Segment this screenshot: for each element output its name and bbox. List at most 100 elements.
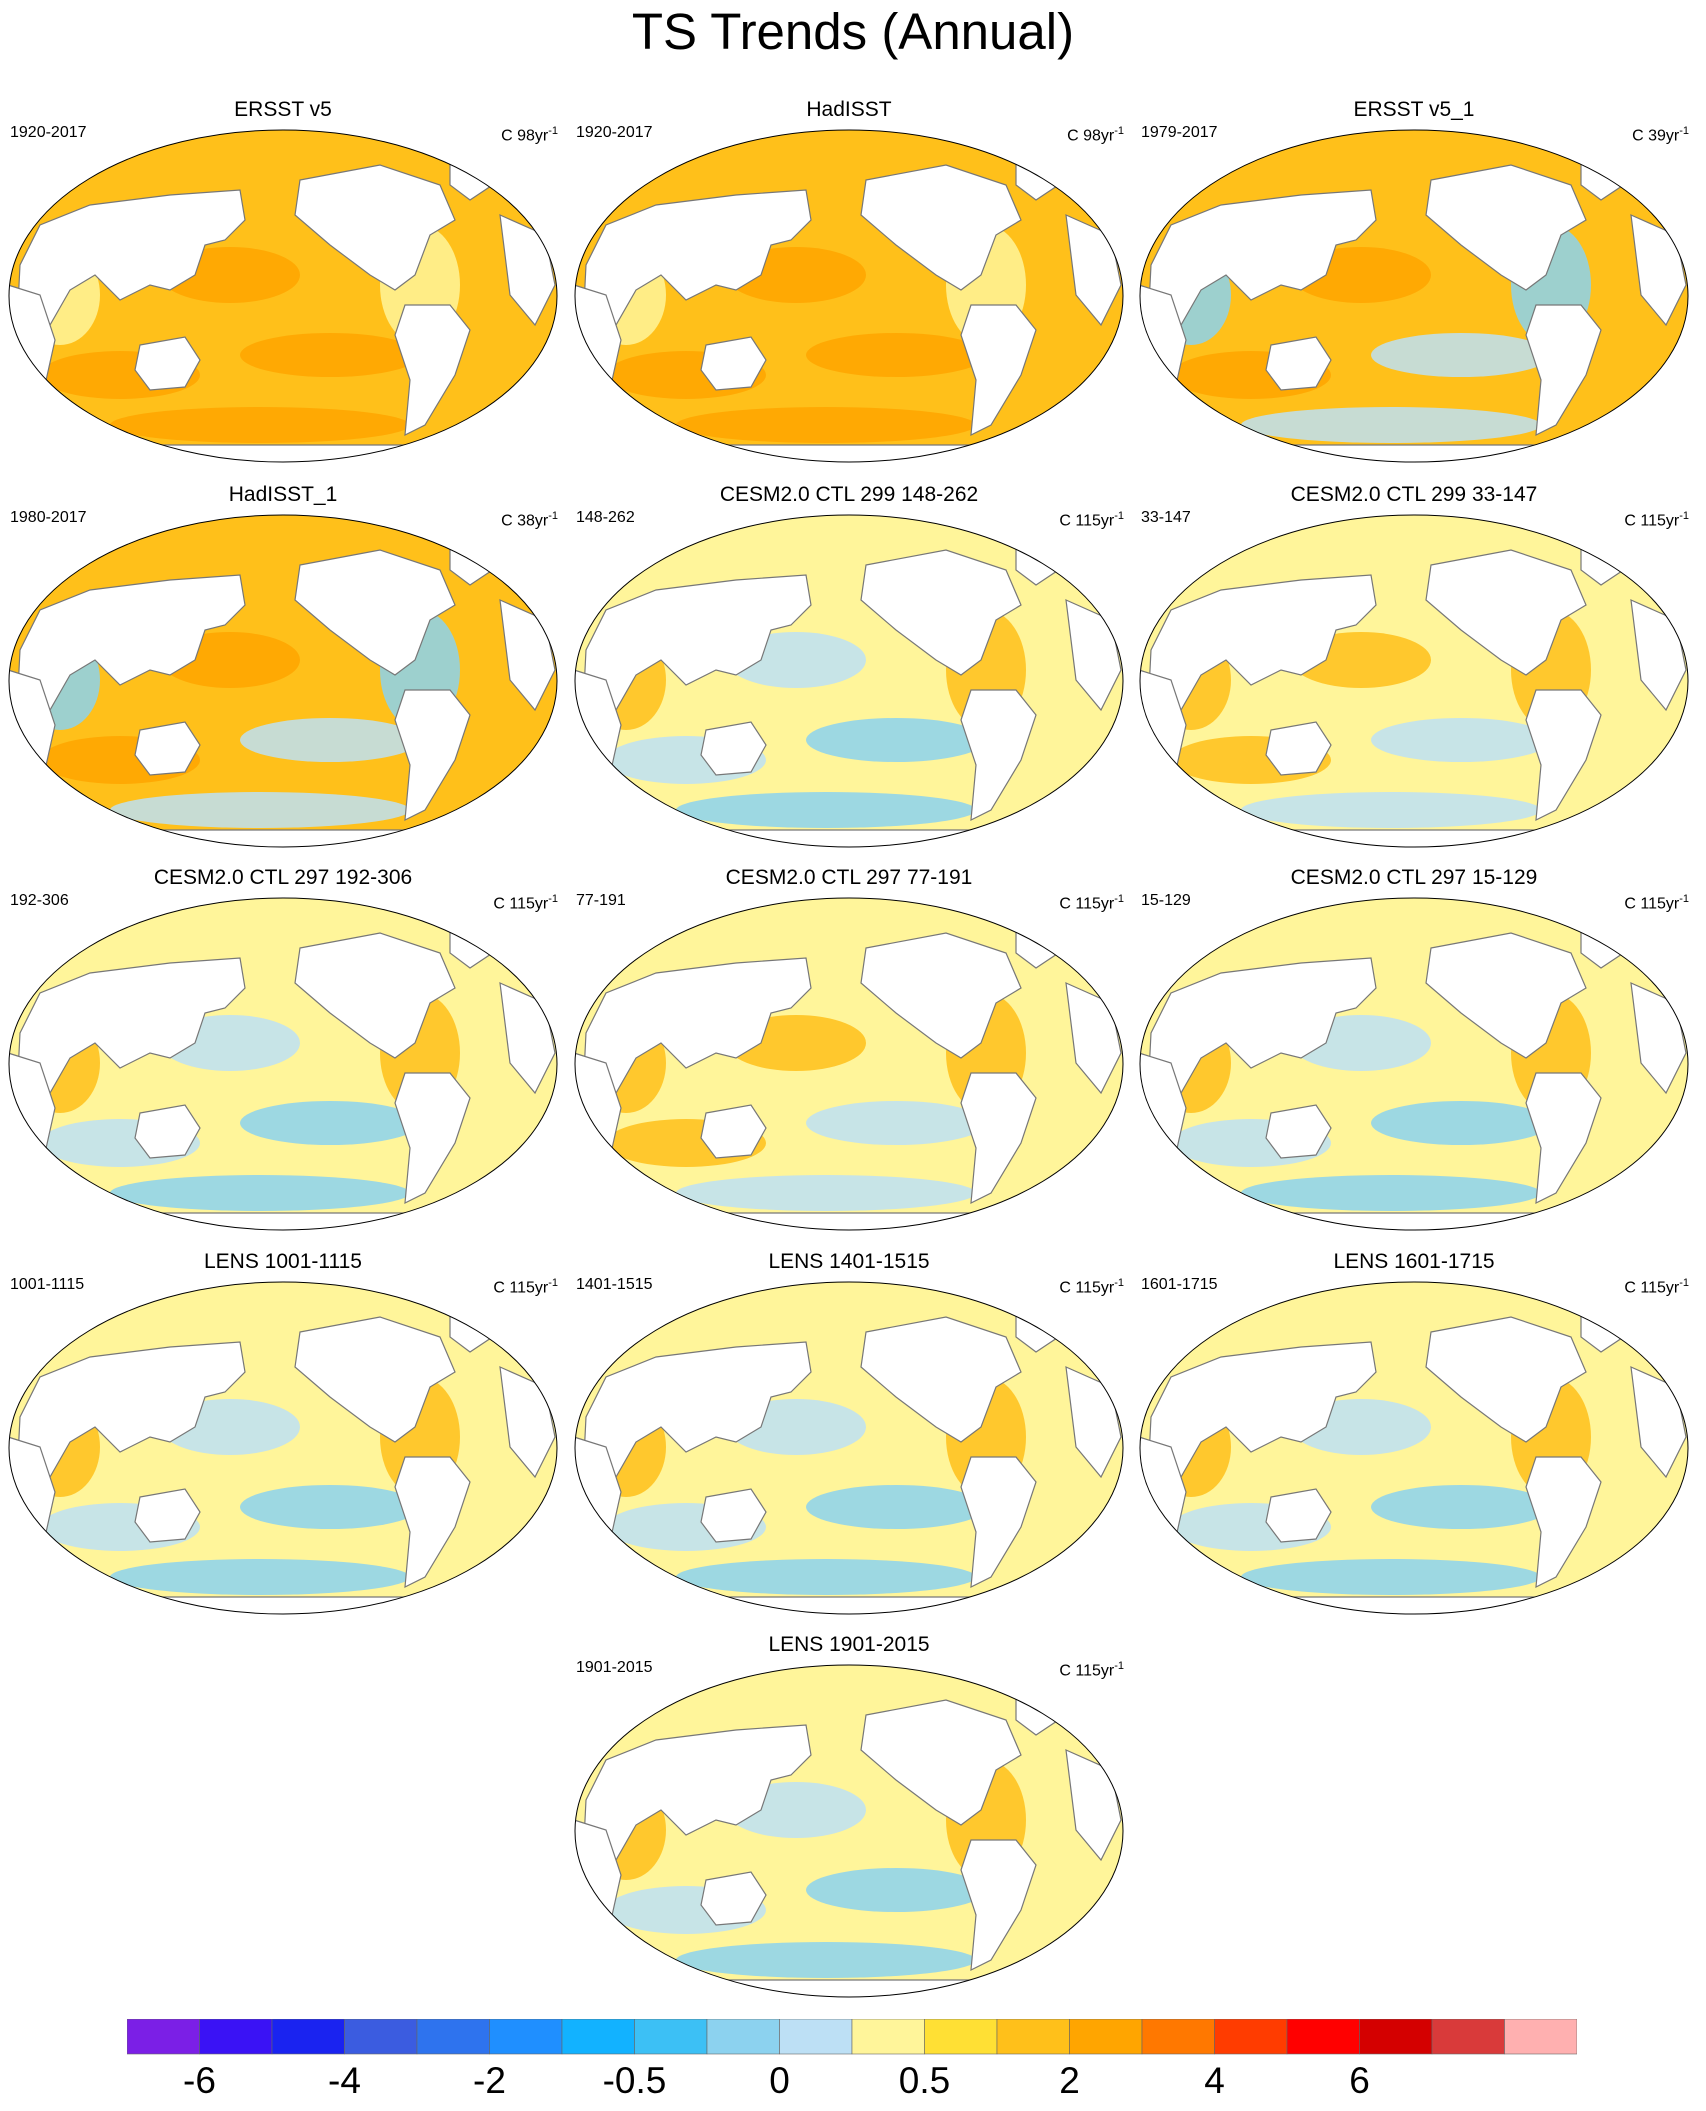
trend-region xyxy=(1371,1101,1551,1145)
land-mass xyxy=(960,1456,1037,1589)
trend-region xyxy=(1371,333,1551,377)
panel-period: 148-262 xyxy=(576,509,635,526)
units-text: C 98yr xyxy=(501,127,549,145)
map-border xyxy=(574,1281,1124,1615)
trend-region xyxy=(1371,718,1551,762)
colorbar-tick-label: 0.5 xyxy=(898,2060,951,2101)
colorbar-box xyxy=(996,2019,1070,2055)
land-mass xyxy=(394,304,471,437)
land-mass xyxy=(1160,829,1672,847)
colorbar-box xyxy=(1286,2019,1360,2055)
map-panel: ERSST v5_1 1979-2017 C 39yr-1 xyxy=(1131,97,1697,467)
map-panel: LENS 1601-1715 1601-1715 C 115yr-1 xyxy=(1131,1249,1697,1619)
land-mass xyxy=(1525,689,1602,822)
land-mass xyxy=(1265,336,1332,391)
trend-region xyxy=(240,333,420,377)
trend-region xyxy=(240,1101,420,1145)
units-text: C 38yr xyxy=(501,512,549,530)
panel-title: LENS 1001-1115 xyxy=(203,1250,362,1273)
trend-region xyxy=(676,407,976,443)
units-text: C 115yr xyxy=(1624,895,1680,913)
land-mass xyxy=(1425,932,1587,1059)
panel-period: 1920-2017 xyxy=(10,124,87,141)
map-border xyxy=(574,514,1124,848)
units-exponent: -1 xyxy=(1679,510,1689,522)
land-mass xyxy=(1525,1456,1602,1589)
panel-period: 1601-1715 xyxy=(1141,1276,1218,1293)
panel-title: CESM2.0 CTL 297 15-129 xyxy=(1290,866,1538,889)
panel-title: HadISST_1 xyxy=(228,483,338,506)
land-mass xyxy=(29,829,541,847)
colorbar-tick-label: -2 xyxy=(473,2060,506,2101)
map-border xyxy=(8,1281,558,1615)
colorbar-tick-label: 4 xyxy=(1204,2060,1225,2101)
land-mass xyxy=(29,1212,541,1230)
world-map xyxy=(574,1281,1124,1615)
panel-title: LENS 1601-1715 xyxy=(1333,1250,1495,1273)
panel-units: C 98yr-1 xyxy=(1067,121,1124,146)
panel-title: CESM2.0 CTL 297 77-191 xyxy=(725,866,973,889)
units-text: C 115yr xyxy=(493,1279,549,1297)
land-mass xyxy=(1425,1316,1587,1443)
panel-title: LENS 1401-1515 xyxy=(768,1250,930,1273)
colorbar-box xyxy=(1359,2019,1433,2055)
land-mass xyxy=(595,1979,1107,1997)
colorbar-box xyxy=(344,2019,418,2055)
land-mass xyxy=(960,1839,1037,1972)
land-mass xyxy=(29,1596,541,1614)
map-border xyxy=(574,897,1124,1231)
world-map xyxy=(574,514,1124,848)
map-panel: CESM2.0 CTL 297 192-306 192-306 C 115yr-1 xyxy=(0,865,566,1235)
map-border xyxy=(1139,129,1689,463)
trend-region xyxy=(110,407,410,443)
land-mass xyxy=(1265,1104,1332,1159)
colorbar-box xyxy=(779,2019,853,2055)
units-exponent: -1 xyxy=(548,1277,558,1289)
trend-region xyxy=(806,718,986,762)
world-map xyxy=(8,1281,558,1615)
colorbar-box xyxy=(416,2019,490,2055)
units-exponent: -1 xyxy=(548,125,558,137)
land-mass xyxy=(700,1488,767,1543)
world-map xyxy=(574,897,1124,1231)
panel-period: 1001-1115 xyxy=(10,1276,85,1293)
units-text: C 115yr xyxy=(1059,1662,1115,1680)
land-mass xyxy=(1160,444,1672,462)
colorbar-box xyxy=(1504,2019,1577,2055)
land-mass xyxy=(700,721,767,776)
land-mass xyxy=(700,336,767,391)
colorbar-tick-label: -6 xyxy=(183,2060,216,2101)
land-mass xyxy=(1525,304,1602,437)
land-mass xyxy=(960,689,1037,822)
colorbar-tick-label: 6 xyxy=(1349,2060,1370,2101)
land-mass xyxy=(860,1316,1022,1443)
land-mass xyxy=(595,1212,1107,1230)
panel-title: HadISST xyxy=(806,98,892,121)
trend-region xyxy=(806,333,986,377)
units-exponent: -1 xyxy=(1114,893,1124,905)
map-panel: CESM2.0 CTL 299 148-262 148-262 C 115yr-1 xyxy=(566,482,1132,852)
land-mass xyxy=(860,932,1022,1059)
map-panel: HadISST 1920-2017 C 98yr-1 xyxy=(566,97,1132,467)
units-exponent: -1 xyxy=(1114,125,1124,137)
trend-region xyxy=(806,1868,986,1912)
map-panel: LENS 1401-1515 1401-1515 C 115yr-1 xyxy=(566,1249,1132,1619)
units-text: C 98yr xyxy=(1067,127,1115,145)
land-mass xyxy=(595,829,1107,847)
map-border xyxy=(8,129,558,463)
units-exponent: -1 xyxy=(1679,1277,1689,1289)
map-panel: CESM2.0 CTL 299 33-147 33-147 C 115yr-1 xyxy=(1131,482,1697,852)
world-map xyxy=(8,514,558,848)
panel-period: 33-147 xyxy=(1141,509,1191,526)
world-map xyxy=(8,897,558,1231)
land-mass xyxy=(1160,1212,1672,1230)
map-border xyxy=(574,129,1124,463)
colorbar-box xyxy=(271,2019,345,2055)
units-text: C 115yr xyxy=(1059,1279,1115,1297)
trend-region xyxy=(1241,792,1541,828)
panel-units: C 115yr-1 xyxy=(1624,889,1689,914)
panel-period: 1920-2017 xyxy=(576,124,653,141)
trend-region xyxy=(1371,1485,1551,1529)
units-text: C 115yr xyxy=(1059,512,1115,530)
map-panel: CESM2.0 CTL 297 15-129 15-129 C 115yr-1 xyxy=(1131,865,1697,1235)
